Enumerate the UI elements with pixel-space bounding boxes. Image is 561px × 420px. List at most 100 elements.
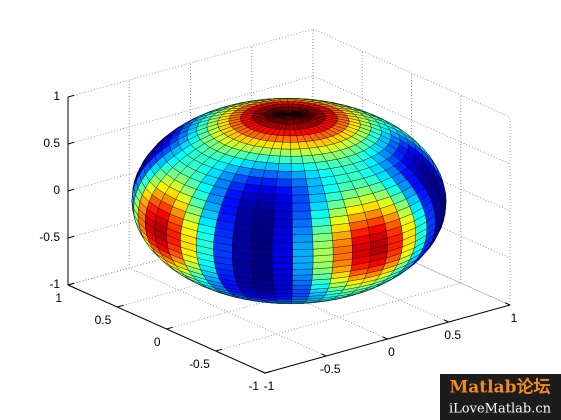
surface-patch xyxy=(291,186,309,196)
surface-patch xyxy=(276,170,292,180)
y-tick-label: 0 xyxy=(154,335,161,349)
y-tick-label: 1 xyxy=(55,291,62,305)
z-tick-label: 1 xyxy=(53,89,60,103)
surface-patch xyxy=(292,268,313,276)
tick-mark xyxy=(166,326,173,330)
tick-mark xyxy=(259,370,266,374)
surface-patch xyxy=(291,170,307,180)
surface-patch xyxy=(291,178,308,188)
tick-mark xyxy=(67,94,75,98)
surface-patch xyxy=(272,274,293,281)
x-tick-label: -0.5 xyxy=(320,362,341,376)
surface-patch xyxy=(274,293,293,297)
surface-patch xyxy=(275,178,292,188)
z-tick-label: -0.5 xyxy=(39,230,60,244)
surface-patch xyxy=(252,225,274,235)
surface-patch xyxy=(292,279,313,286)
surface-patch xyxy=(308,193,327,203)
surface-patch xyxy=(253,217,274,227)
y-tick-label: -0.5 xyxy=(189,357,210,371)
surface-patch xyxy=(271,249,293,257)
surface-patch xyxy=(278,155,292,164)
surface-patch xyxy=(271,256,293,264)
surface-patch xyxy=(262,170,279,179)
surface-patch xyxy=(305,177,323,187)
surface-patch xyxy=(311,217,332,227)
grid-line xyxy=(67,169,314,239)
surface-patch xyxy=(290,148,302,157)
surface-patch xyxy=(292,284,312,290)
grid-line xyxy=(215,282,461,352)
y-tick-label: -1 xyxy=(248,379,259,393)
tick-mark xyxy=(117,304,124,308)
surface-patch xyxy=(292,226,313,236)
surface-patch xyxy=(275,186,293,196)
surface-patch xyxy=(282,135,291,143)
surface-patch xyxy=(292,249,314,257)
tick-mark xyxy=(215,348,223,352)
surface-patch xyxy=(272,268,293,276)
tick-mark xyxy=(67,141,75,145)
surface-patch xyxy=(255,201,275,212)
x-tick-label: -1 xyxy=(264,379,275,393)
watermark-url: iLoveMatlab.cn xyxy=(449,402,552,417)
grid-line xyxy=(117,238,363,308)
surface-patch xyxy=(283,129,291,137)
surface-patch xyxy=(291,194,310,204)
surface-patch xyxy=(302,162,318,172)
z-tick-label: -1 xyxy=(49,277,60,291)
surface-patch xyxy=(309,201,329,211)
surface-patch xyxy=(273,210,293,220)
surface-patch xyxy=(292,262,314,270)
grid-line xyxy=(67,122,314,192)
surface-patch xyxy=(290,155,304,164)
surface-patch xyxy=(257,193,276,203)
tick-mark xyxy=(264,370,272,374)
watermark: Matlab论坛 iLoveMatlab.cn xyxy=(440,374,561,420)
surface-patch xyxy=(292,210,312,220)
tick-mark xyxy=(67,188,75,192)
surface-patch xyxy=(277,163,292,172)
surface-patch xyxy=(273,202,293,212)
surface-patch xyxy=(258,185,277,195)
axes: -1-0.500.51-1-0.500.51-1-0.500.51 xyxy=(39,89,517,393)
surface-patch xyxy=(292,241,314,250)
surface-patch xyxy=(281,142,291,150)
surface-patch xyxy=(307,185,325,195)
surface-patch xyxy=(254,209,275,220)
grid-line xyxy=(166,260,412,330)
surface-patch xyxy=(271,262,293,270)
surface-patch xyxy=(272,234,293,243)
grid-line xyxy=(67,216,314,286)
surface-patch xyxy=(292,274,313,281)
surface-patch xyxy=(252,232,273,243)
surface-patch xyxy=(292,234,313,243)
tick-mark xyxy=(504,302,511,306)
surface-patch xyxy=(291,293,310,297)
tick-mark xyxy=(321,353,327,357)
surface-patch xyxy=(266,155,281,164)
surface-patch xyxy=(274,194,293,204)
surface-patch xyxy=(271,241,293,250)
surface-patch xyxy=(273,284,293,290)
surface-patch xyxy=(290,142,301,150)
tick-mark xyxy=(67,282,75,286)
tick-mark xyxy=(382,336,388,340)
surface-patch xyxy=(272,280,293,286)
surface-patch xyxy=(251,240,273,250)
surface-patch xyxy=(290,163,305,172)
y-tick-label: 0.5 xyxy=(95,313,112,327)
watermark-title: Matlab论坛 xyxy=(449,377,550,398)
surface-patch xyxy=(292,255,314,264)
surface-patch xyxy=(275,296,293,300)
surface-patch xyxy=(311,225,333,235)
z-tick-label: 0 xyxy=(53,183,60,197)
z-tick-label: 0.5 xyxy=(43,136,60,150)
x-tick-label: 0 xyxy=(388,345,395,359)
x-tick-label: 1 xyxy=(511,311,518,325)
surface-patch xyxy=(264,162,280,172)
tick-mark xyxy=(67,235,75,239)
surface-patch xyxy=(292,218,313,228)
surface-patch xyxy=(310,209,331,219)
